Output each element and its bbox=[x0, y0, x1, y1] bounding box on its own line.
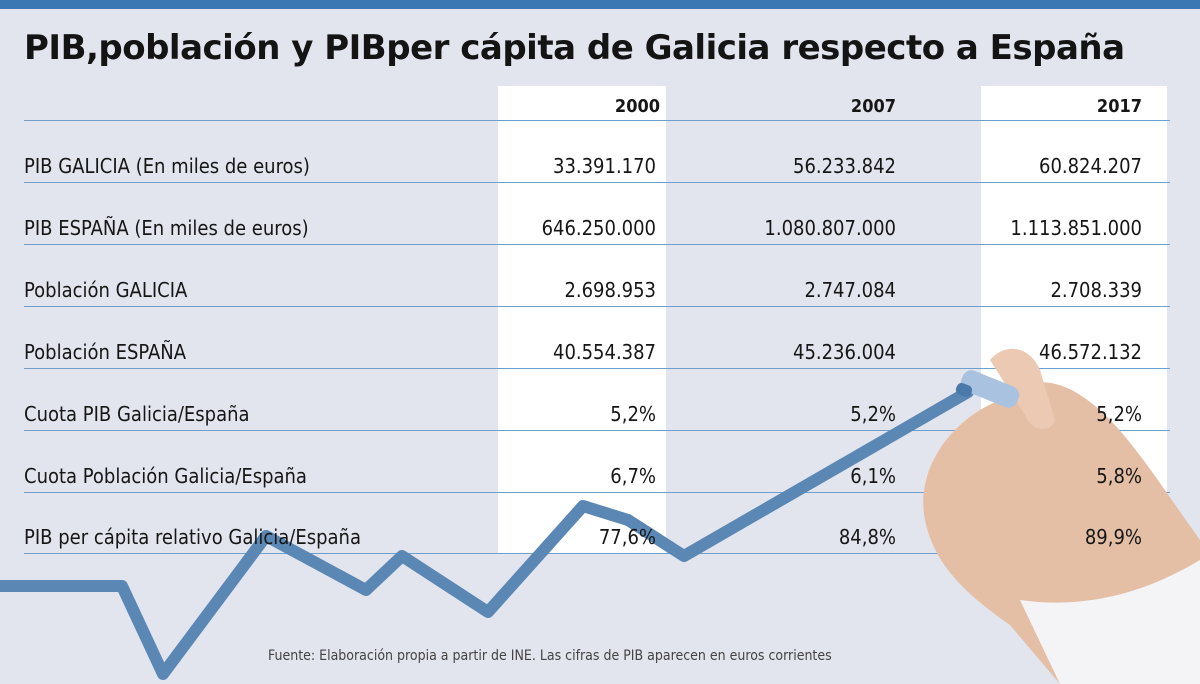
trend-line bbox=[0, 386, 974, 680]
row-divider bbox=[24, 553, 1170, 554]
table-cell: 5,2% bbox=[1096, 402, 1142, 426]
year-header-2007: 2007 bbox=[850, 96, 896, 117]
table-cell: 1.080.807.000 bbox=[764, 216, 896, 240]
row-divider bbox=[24, 430, 1170, 431]
row-label-cuota-poblacion: Cuota Población Galicia/España bbox=[24, 464, 307, 488]
table-cell: 56.233.842 bbox=[793, 154, 896, 178]
year-header-2000: 2000 bbox=[614, 96, 660, 117]
row-divider bbox=[24, 306, 1170, 307]
row-label-pib-espana: PIB ESPAÑA (En miles de euros) bbox=[24, 216, 309, 240]
table-cell: 60.824.207 bbox=[1039, 154, 1142, 178]
table-cell: 84,8% bbox=[838, 525, 896, 549]
page-title: PIB,población y PIBper cápita de Galicia… bbox=[24, 28, 1125, 68]
table-cell: 77,6% bbox=[598, 525, 656, 549]
row-label-poblacion-espana: Población ESPAÑA bbox=[24, 340, 187, 364]
column-bg-2000 bbox=[498, 86, 666, 554]
table-cell: 5,2% bbox=[850, 402, 896, 426]
table-cell: 2.698.953 bbox=[564, 278, 656, 302]
table-cell: 646.250.000 bbox=[541, 216, 656, 240]
row-label-pib-per-capita: PIB per cápita relativo Galicia/España bbox=[24, 525, 361, 549]
row-divider bbox=[24, 244, 1170, 245]
table-cell: 2.708.339 bbox=[1050, 278, 1142, 302]
year-header-2017: 2017 bbox=[1096, 96, 1142, 117]
row-divider bbox=[24, 368, 1170, 369]
table-cell: 89,9% bbox=[1084, 525, 1142, 549]
top-accent-bar bbox=[0, 0, 1200, 9]
hand-with-marker-illustration bbox=[923, 348, 1200, 684]
table-cell: 5,2% bbox=[610, 402, 656, 426]
table-cell: 45.236.004 bbox=[793, 340, 896, 364]
table-cell: 46.572.132 bbox=[1039, 340, 1142, 364]
source-note: Fuente: Elaboración propia a partir de I… bbox=[268, 648, 832, 664]
table-cell: 6,7% bbox=[610, 464, 656, 488]
row-divider bbox=[24, 120, 1170, 121]
row-label-cuota-pib: Cuota PIB Galicia/España bbox=[24, 402, 250, 426]
table-cell: 5,8% bbox=[1096, 464, 1142, 488]
row-divider bbox=[24, 182, 1170, 183]
row-label-pib-galicia: PIB GALICIA (En miles de euros) bbox=[24, 154, 310, 178]
table-cell: 6,1% bbox=[850, 464, 896, 488]
row-divider bbox=[24, 492, 1170, 493]
table-cell: 33.391.170 bbox=[553, 154, 656, 178]
table-cell: 1.113.851.000 bbox=[1010, 216, 1142, 240]
table-cell: 2.747.084 bbox=[804, 278, 896, 302]
table-cell: 40.554.387 bbox=[553, 340, 656, 364]
row-label-poblacion-galicia: Población GALICIA bbox=[24, 278, 188, 302]
